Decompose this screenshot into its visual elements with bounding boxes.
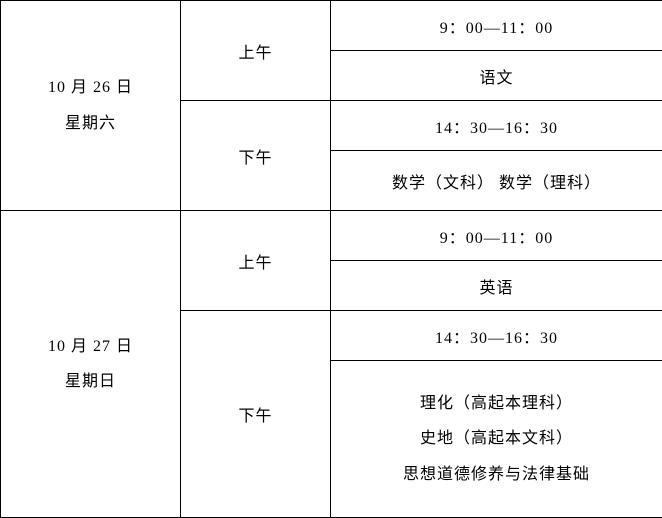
day2-weekday: 星期日: [5, 364, 176, 399]
exam-schedule-table: 10 月 26 日 星期六 上午 9：00—11：00 语文 下午 14：30—…: [0, 0, 662, 518]
day2-date: 10 月 27 日: [5, 329, 176, 364]
day2-date-cell: 10 月 27 日 星期日: [1, 211, 181, 518]
day2-afternoon-time: 14：30—16：30: [331, 311, 662, 361]
day1-date-cell: 10 月 26 日 星期六: [1, 1, 181, 211]
day1-morning-time: 9：00—11：00: [331, 1, 662, 51]
day1-morning-period: 上午: [181, 1, 331, 101]
day2-afternoon-subject-line2: 史地（高起本文科）: [335, 421, 658, 456]
day2-afternoon-subject-line3: 思想道德修养与法律基础: [335, 457, 658, 492]
day2-afternoon-period: 下午: [181, 311, 331, 518]
day1-weekday: 星期六: [5, 106, 176, 141]
day1-afternoon-period: 下午: [181, 101, 331, 211]
day2-afternoon-subject-line1: 理化（高起本理科）: [335, 386, 658, 421]
day1-afternoon-time: 14：30—16：30: [331, 101, 662, 151]
day1-date: 10 月 26 日: [5, 70, 176, 105]
day1-morning-subject: 语文: [331, 51, 662, 101]
day2-afternoon-subject: 理化（高起本理科） 史地（高起本文科） 思想道德修养与法律基础: [331, 361, 662, 518]
day2-morning-time: 9：00—11：00: [331, 211, 662, 261]
day1-afternoon-subject: 数学（文科） 数学（理科）: [331, 151, 662, 211]
day2-morning-subject: 英语: [331, 261, 662, 311]
day2-morning-period: 上午: [181, 211, 331, 311]
